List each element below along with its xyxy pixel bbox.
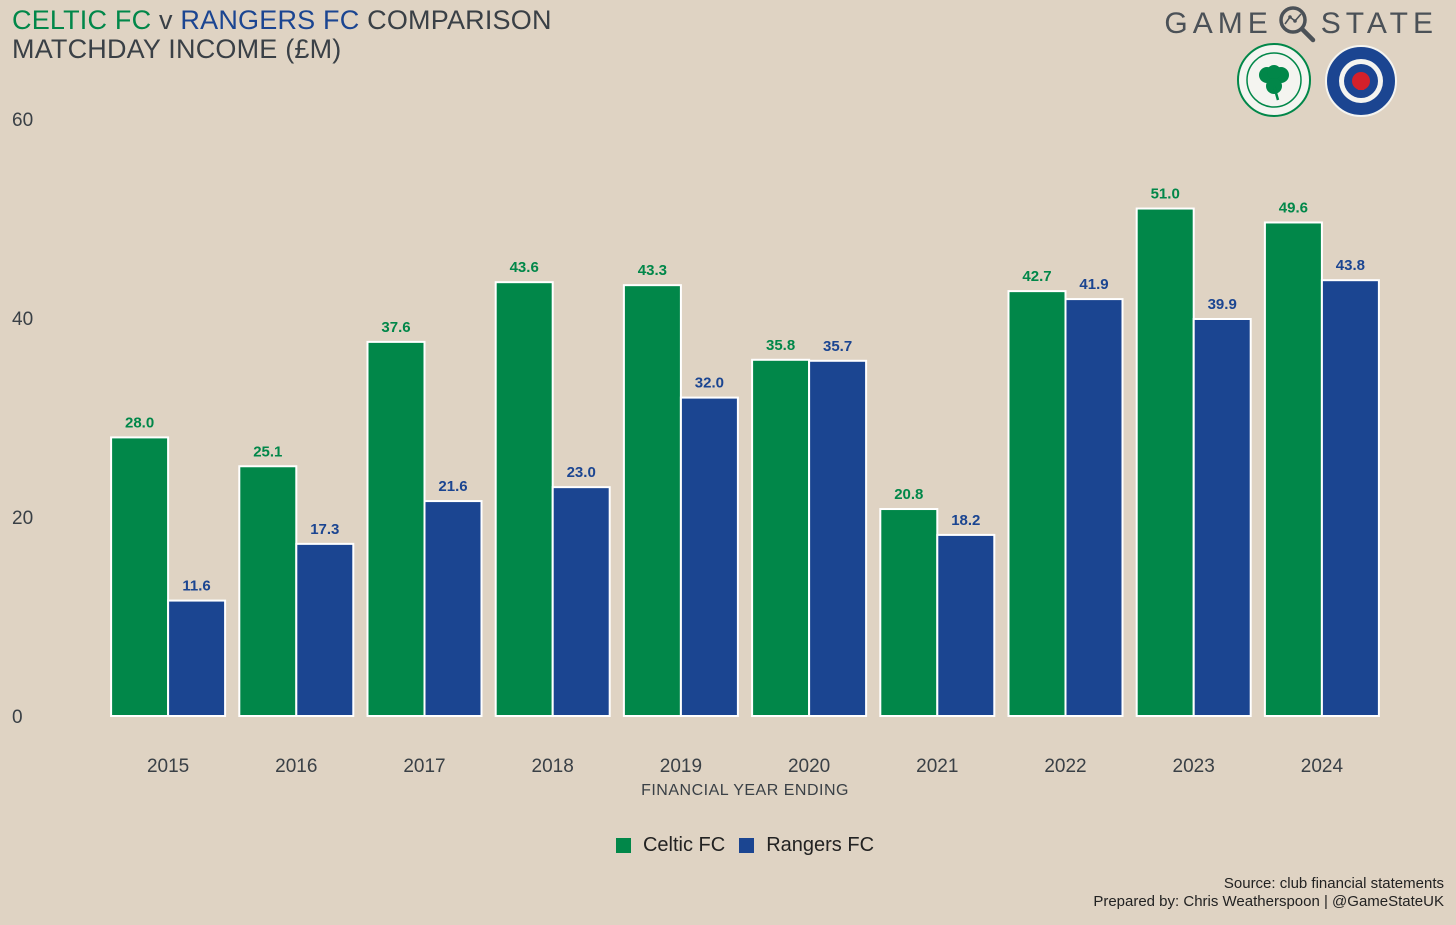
x-tick-label: 2023 bbox=[1173, 756, 1215, 777]
bar-rangers bbox=[551, 486, 611, 717]
bar-rangers bbox=[423, 500, 483, 717]
data-label-rangers: 41.9 bbox=[1079, 276, 1108, 293]
data-label-rangers: 43.8 bbox=[1336, 257, 1365, 274]
legend: Celtic FC Rangers FC bbox=[0, 834, 1456, 857]
bar-rangers bbox=[167, 599, 227, 718]
x-tick-label: 2021 bbox=[916, 756, 958, 777]
bar-celtic bbox=[1135, 207, 1195, 718]
x-tick-label: 2020 bbox=[788, 756, 830, 777]
bar-celtic bbox=[494, 281, 554, 717]
bar-rangers bbox=[936, 533, 996, 717]
data-label-celtic: 43.3 bbox=[638, 262, 667, 279]
bar-celtic bbox=[751, 358, 811, 717]
x-tick-label: 2019 bbox=[660, 756, 702, 777]
x-tick-label: 2016 bbox=[275, 756, 317, 777]
source-note: Source: club financial statements Prepar… bbox=[1093, 875, 1444, 911]
bar-celtic bbox=[238, 465, 298, 717]
title-team1: CELTIC FC bbox=[12, 5, 152, 35]
bar-celtic bbox=[879, 508, 939, 718]
legend-swatch-rangers bbox=[739, 838, 755, 853]
bar-celtic bbox=[110, 436, 170, 717]
data-label-celtic: 25.1 bbox=[253, 443, 282, 460]
bar-celtic bbox=[622, 284, 682, 717]
y-tick-label: 20 bbox=[12, 508, 33, 529]
x-tick-label: 2022 bbox=[1044, 756, 1086, 777]
bar-celtic bbox=[1263, 221, 1323, 717]
title-line-2: MATCHDAY INCOME (£M) bbox=[12, 34, 342, 64]
brand-right: STATE bbox=[1320, 7, 1438, 40]
data-label-rangers: 35.7 bbox=[823, 338, 852, 355]
legend-item-celtic: Celtic FC bbox=[615, 834, 726, 857]
legend-swatch-celtic bbox=[615, 838, 631, 853]
brand-left: GAME bbox=[1164, 7, 1273, 40]
data-label-rangers: 23.0 bbox=[567, 464, 596, 481]
data-label-celtic: 28.0 bbox=[125, 414, 154, 431]
title-line-1: CELTIC FC v RANGERS FC COMPARISON bbox=[12, 6, 552, 35]
y-tick-label: 40 bbox=[12, 309, 33, 330]
legend-label-rangers: Rangers FC bbox=[766, 834, 875, 856]
bar-rangers bbox=[679, 396, 739, 717]
x-tick-label: 2015 bbox=[147, 756, 189, 777]
bar-rangers bbox=[1192, 317, 1252, 717]
data-label-rangers: 18.2 bbox=[951, 512, 980, 529]
bar-rangers bbox=[1064, 298, 1124, 717]
data-label-celtic: 49.6 bbox=[1279, 199, 1308, 216]
data-label-celtic: 42.7 bbox=[1022, 268, 1051, 285]
y-tick-label: 0 bbox=[12, 707, 23, 728]
data-label-rangers: 17.3 bbox=[310, 521, 339, 538]
source-line-2: Prepared by: Chris Weatherspoon | @GameS… bbox=[1093, 893, 1444, 910]
legend-item-rangers: Rangers FC bbox=[739, 834, 874, 857]
data-label-celtic: 20.8 bbox=[894, 486, 923, 503]
x-tick-label: 2018 bbox=[532, 756, 574, 777]
source-line-1: Source: club financial statements bbox=[1223, 875, 1444, 892]
bar-rangers bbox=[808, 359, 868, 717]
y-tick-label: 60 bbox=[12, 110, 33, 131]
title-suffix: COMPARISON bbox=[367, 5, 552, 35]
data-label-rangers: 32.0 bbox=[695, 375, 724, 392]
data-label-rangers: 21.6 bbox=[438, 478, 467, 495]
chart-title: CELTIC FC v RANGERS FC COMPARISON MATCHD… bbox=[12, 6, 552, 64]
legend-label-celtic: Celtic FC bbox=[642, 834, 726, 856]
x-tick-label: 2017 bbox=[403, 756, 445, 777]
x-axis-title: FINANCIAL YEAR ENDING bbox=[641, 782, 849, 799]
data-label-celtic: 43.6 bbox=[510, 259, 539, 276]
data-label-celtic: 37.6 bbox=[381, 319, 410, 336]
bar-rangers bbox=[1320, 279, 1380, 717]
title-team2: RANGERS FC bbox=[180, 5, 360, 35]
data-label-celtic: 35.8 bbox=[766, 337, 795, 354]
data-label-celtic: 51.0 bbox=[1151, 186, 1180, 203]
celtic-crest-icon bbox=[1237, 43, 1311, 117]
data-label-rangers: 11.6 bbox=[182, 578, 210, 595]
bar-rangers bbox=[295, 542, 355, 717]
title-versus: v bbox=[159, 5, 173, 35]
rangers-crest-icon bbox=[1325, 45, 1397, 117]
game-state-logo: GAME STATE bbox=[1164, 4, 1438, 44]
data-label-rangers: 39.9 bbox=[1208, 296, 1237, 313]
x-tick-label: 2024 bbox=[1301, 756, 1344, 777]
bar-celtic bbox=[1007, 290, 1067, 717]
magnifier-icon bbox=[1279, 6, 1316, 43]
bar-celtic bbox=[366, 340, 426, 717]
